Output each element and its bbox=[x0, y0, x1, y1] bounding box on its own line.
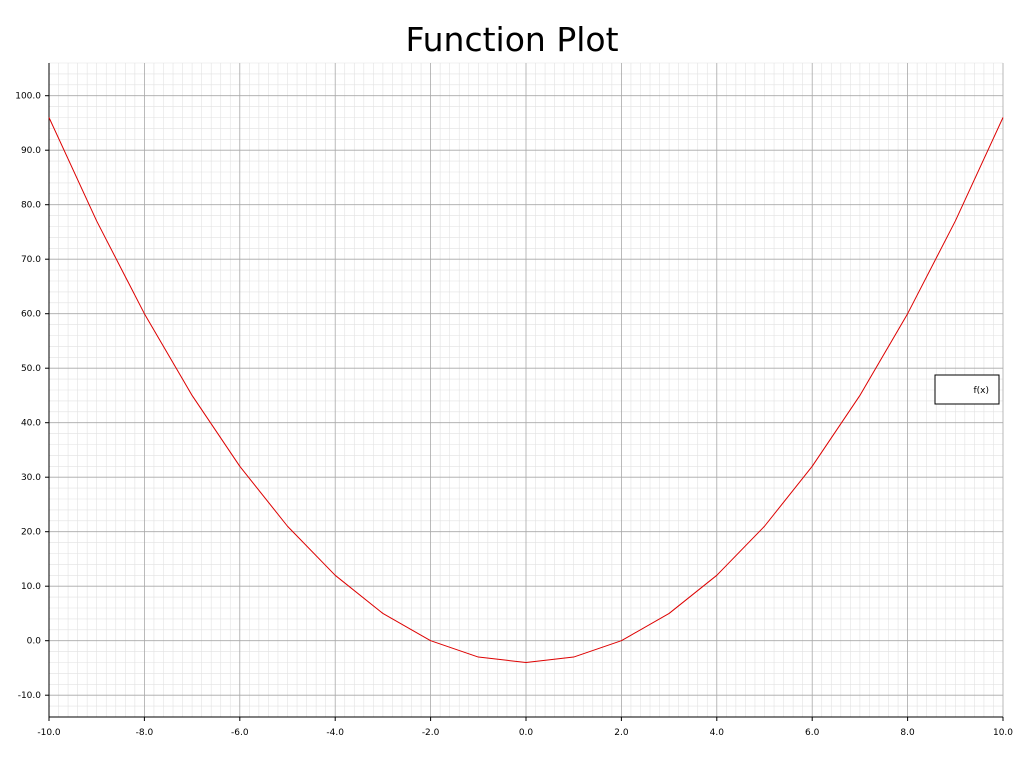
y-tick-label: 0.0 bbox=[27, 637, 42, 647]
x-tick-label: 6.0 bbox=[805, 728, 820, 738]
x-tick-label: -10.0 bbox=[37, 728, 61, 738]
y-tick-label: 10.0 bbox=[21, 582, 41, 592]
y-tick-label: -10.0 bbox=[18, 691, 42, 701]
legend: f(x) bbox=[934, 374, 1000, 405]
y-tick-label: 30.0 bbox=[21, 473, 41, 483]
y-tick-label: 60.0 bbox=[21, 310, 41, 320]
y-tick-label: 90.0 bbox=[21, 146, 41, 156]
x-tick-label: 8.0 bbox=[900, 728, 915, 738]
y-tick-label: 80.0 bbox=[21, 201, 41, 211]
x-tick-label: 0.0 bbox=[519, 728, 534, 738]
series-line-0 bbox=[48, 117, 1004, 663]
y-tick-label: 50.0 bbox=[21, 364, 41, 374]
y-tick-label: 20.0 bbox=[21, 528, 41, 538]
x-tick-label: -8.0 bbox=[136, 728, 154, 738]
x-tick-label: 10.0 bbox=[993, 728, 1013, 738]
legend-entry-label: f(x) bbox=[973, 386, 989, 396]
x-tick-labels: -10.0 -8.0 -6.0 -4.0 -2.0 0.0 2.0 4.0 6.0 8.0 10.0 bbox=[37, 728, 1013, 738]
legend-box bbox=[934, 374, 1000, 405]
series-layer bbox=[48, 117, 1004, 663]
y-tick-label: 40.0 bbox=[21, 419, 41, 429]
y-tick-label: 100.0 bbox=[15, 92, 41, 102]
x-tick-label: 2.0 bbox=[614, 728, 629, 738]
y-tick-label: 70.0 bbox=[21, 255, 41, 265]
x-tick-label: -6.0 bbox=[231, 728, 249, 738]
axes bbox=[45, 63, 1004, 721]
major-grid bbox=[48, 63, 1004, 717]
x-tick-label: 4.0 bbox=[710, 728, 725, 738]
x-tick-label: -2.0 bbox=[422, 728, 440, 738]
chart-title: Function Plot bbox=[405, 20, 618, 59]
x-tick-label: -4.0 bbox=[326, 728, 344, 738]
y-tick-labels: -10.0 0.0 10.0 20.0 30.0 40.0 50.0 60.0 70.0 80.0… bbox=[15, 92, 41, 702]
